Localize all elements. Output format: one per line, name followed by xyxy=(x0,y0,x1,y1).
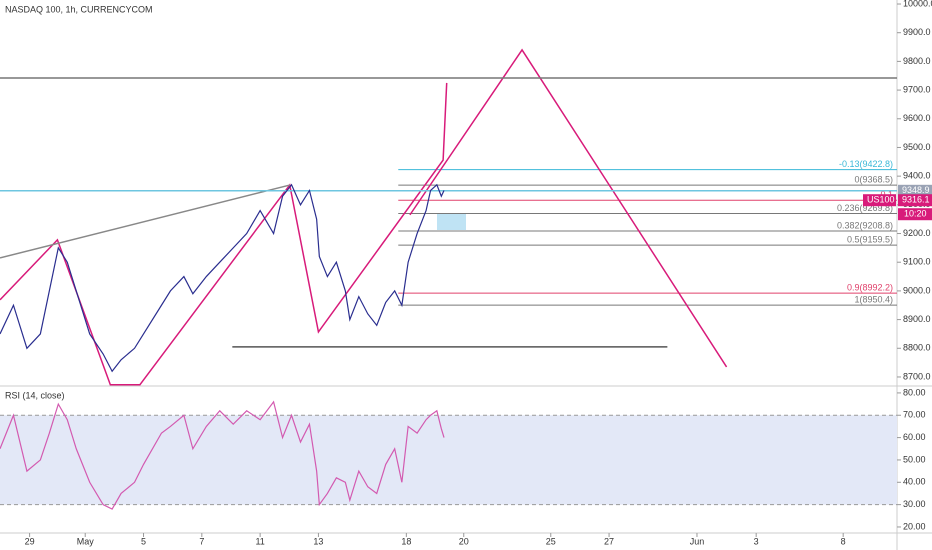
fib-label: 0.5(9159.5) xyxy=(847,235,893,245)
fib-label: 0.236(9269.8) xyxy=(837,203,893,213)
y-tick-label: 8900.0 xyxy=(903,314,931,324)
y2-tick-label: 80.00 xyxy=(903,387,926,397)
drawing xyxy=(0,184,290,259)
price-line xyxy=(0,183,445,373)
x-tick-label: Jun xyxy=(690,536,705,546)
y-tick-label: 9400.0 xyxy=(903,171,931,181)
y2-tick-label: 20.00 xyxy=(903,521,926,531)
y-tick-label: 10000.0 xyxy=(903,0,932,8)
x-tick-label: 3 xyxy=(754,536,759,546)
rsi-band xyxy=(0,415,897,505)
x-tick-label: May xyxy=(77,536,95,546)
fib-label: 1(8950.4) xyxy=(854,295,893,305)
x-tick-label: 20 xyxy=(459,536,469,546)
y2-tick-label: 40.00 xyxy=(903,477,926,487)
price-tag xyxy=(898,184,932,197)
fib-label: 0.9(8992.2) xyxy=(847,283,893,293)
fib-label: 0(9368.5) xyxy=(854,175,893,185)
y2-tick-label: 30.00 xyxy=(903,499,926,509)
price-tag-label: 9348.9 xyxy=(902,185,930,195)
price-tag-label: 9316.1 xyxy=(902,195,930,205)
x-tick-label: 18 xyxy=(401,536,411,546)
x-tick-label: 11 xyxy=(255,536,264,546)
y-tick-label: 9100.0 xyxy=(903,257,931,267)
y-tick-label: 9700.0 xyxy=(903,84,931,94)
series-tag-label: US100 xyxy=(867,195,895,205)
x-tick-label: 29 xyxy=(25,536,35,546)
x-tick-label: 8 xyxy=(841,536,846,546)
rsi-line xyxy=(0,400,445,510)
chart-title: NASDAQ 100, 1h, CURRENCYCOM xyxy=(5,4,153,14)
y-tick-label: 9800.0 xyxy=(903,56,931,66)
y-tick-label: 9900.0 xyxy=(903,27,931,37)
y-tick-label: 9000.0 xyxy=(903,285,931,295)
y-tick-label: 8800.0 xyxy=(903,343,931,353)
y-tick-label: 9200.0 xyxy=(903,228,931,238)
y2-tick-label: 60.00 xyxy=(903,432,926,442)
rsi-title: RSI (14, close) xyxy=(5,390,65,400)
y2-tick-label: 50.00 xyxy=(903,454,926,464)
y-tick-label: 9600.0 xyxy=(903,113,931,123)
y-tick-label: 9500.0 xyxy=(903,142,931,152)
x-tick-label: 5 xyxy=(141,536,146,546)
drawing xyxy=(409,48,728,368)
price-tag xyxy=(898,194,932,207)
x-tick-label: 27 xyxy=(604,536,614,546)
series-tag xyxy=(863,194,896,207)
x-tick-label: 13 xyxy=(313,536,323,546)
time-tag xyxy=(898,208,932,221)
drawing xyxy=(0,82,448,386)
x-tick-label: 7 xyxy=(199,536,204,546)
fib-label: 0.382(9208.8) xyxy=(837,220,893,230)
target-box xyxy=(437,213,466,230)
time-tag-label: 10:20 xyxy=(904,209,927,219)
y2-tick-label: 70.00 xyxy=(903,410,926,420)
x-tick-label: 25 xyxy=(546,536,556,546)
fib-label: -0.13(9422.8) xyxy=(839,159,893,169)
y-tick-label: 8700.0 xyxy=(903,371,931,381)
